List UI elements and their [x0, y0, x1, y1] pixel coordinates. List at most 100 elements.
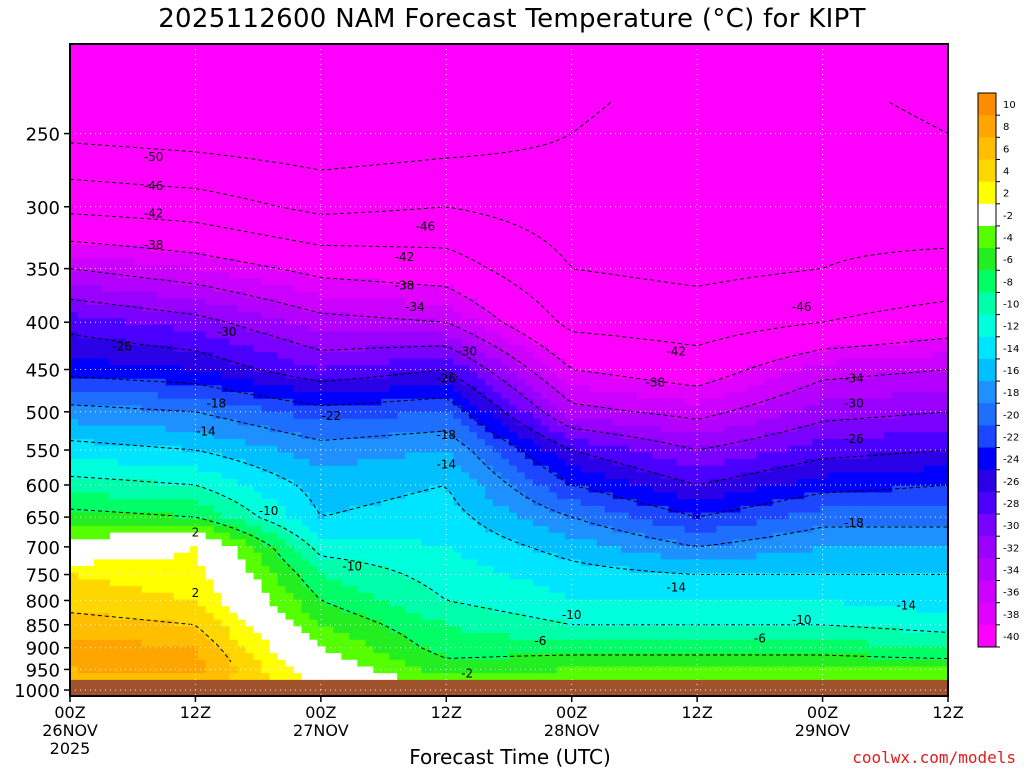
field-cell	[365, 124, 374, 132]
field-cell	[253, 224, 263, 233]
field-cell	[213, 546, 223, 554]
field-cell	[85, 599, 95, 607]
field-cell	[477, 539, 486, 547]
field-cell	[197, 117, 207, 125]
field-cell	[469, 552, 478, 560]
field-cell	[285, 559, 295, 567]
field-cell	[365, 432, 374, 440]
field-cell	[101, 131, 111, 139]
field-cell	[165, 492, 175, 500]
field-cell	[317, 77, 327, 85]
field-cell	[117, 472, 127, 480]
field-cell	[341, 612, 350, 621]
field-cell	[373, 485, 382, 494]
field-cell	[181, 251, 191, 259]
field-cell	[173, 184, 183, 192]
field-cell	[325, 512, 334, 520]
field-cell	[221, 619, 231, 627]
field-cell	[477, 438, 486, 447]
field-cell	[165, 64, 175, 72]
field-cell	[157, 218, 167, 226]
field-cell	[381, 559, 390, 567]
field-cell	[125, 271, 135, 279]
field-cell	[85, 485, 95, 494]
field-cell	[469, 666, 478, 674]
field-cell	[429, 572, 438, 581]
field-cell	[421, 298, 430, 306]
field-cell	[93, 666, 103, 674]
field-cell	[373, 231, 382, 239]
field-cell	[485, 365, 494, 373]
field-cell	[317, 50, 327, 58]
field-cell	[317, 90, 327, 99]
field-cell	[157, 278, 167, 286]
field-cell	[221, 331, 231, 340]
field-cell	[437, 633, 446, 641]
field-cell	[149, 104, 159, 112]
field-cell	[357, 412, 366, 420]
field-cell	[117, 151, 127, 159]
field-cell	[85, 452, 95, 460]
field-cell	[277, 184, 287, 192]
field-cell	[70, 44, 79, 52]
field-cell	[205, 458, 215, 467]
field-cell	[333, 365, 342, 373]
field-cell	[317, 298, 327, 306]
field-cell	[245, 458, 255, 467]
field-cell	[261, 559, 271, 567]
field-cell	[221, 432, 231, 440]
field-cell	[109, 104, 119, 112]
field-cell	[381, 184, 390, 192]
field-cell	[157, 365, 167, 373]
field-cell	[429, 131, 438, 139]
field-cell	[229, 197, 239, 206]
field-cell	[349, 197, 358, 206]
field-cell	[141, 532, 151, 540]
field-cell	[437, 572, 446, 581]
field-cell	[317, 619, 327, 627]
field-cell	[397, 458, 406, 467]
field-cell	[245, 485, 255, 494]
field-cell	[149, 572, 159, 581]
field-cell	[453, 264, 462, 273]
field-cell	[389, 325, 398, 333]
field-cell	[85, 365, 95, 373]
field-cell	[141, 579, 151, 587]
field-cell	[149, 338, 159, 346]
field-cell	[101, 278, 111, 286]
field-cell	[437, 57, 446, 65]
field-cell	[453, 157, 462, 166]
field-cell	[101, 325, 111, 333]
field-cell	[173, 70, 183, 79]
field-cell	[397, 519, 406, 527]
field-cell	[197, 50, 207, 58]
field-cell	[437, 418, 446, 427]
field-cell	[269, 338, 279, 346]
field-cell	[197, 271, 207, 279]
field-cell	[421, 251, 430, 259]
field-cell	[213, 345, 223, 353]
field-cell	[373, 465, 382, 473]
field-cell	[389, 44, 398, 52]
field-cell	[389, 371, 398, 380]
field-cell	[117, 365, 127, 373]
field-cell	[357, 164, 366, 172]
field-cell	[357, 184, 366, 192]
field-cell	[445, 371, 454, 380]
field-cell	[325, 97, 334, 105]
field-cell	[405, 458, 414, 467]
field-cell	[365, 653, 374, 661]
field-cell	[277, 485, 287, 494]
field-cell	[469, 131, 478, 139]
field-cell	[301, 351, 311, 360]
field-cell	[485, 70, 494, 79]
field-cell	[349, 606, 358, 614]
field-cell	[237, 445, 247, 453]
field-cell	[301, 238, 311, 246]
field-cell	[365, 64, 374, 72]
field-cell	[437, 117, 446, 125]
field-cell	[245, 305, 255, 313]
field-cell	[221, 673, 231, 681]
field-cell	[205, 412, 215, 420]
field-cell	[133, 211, 143, 219]
